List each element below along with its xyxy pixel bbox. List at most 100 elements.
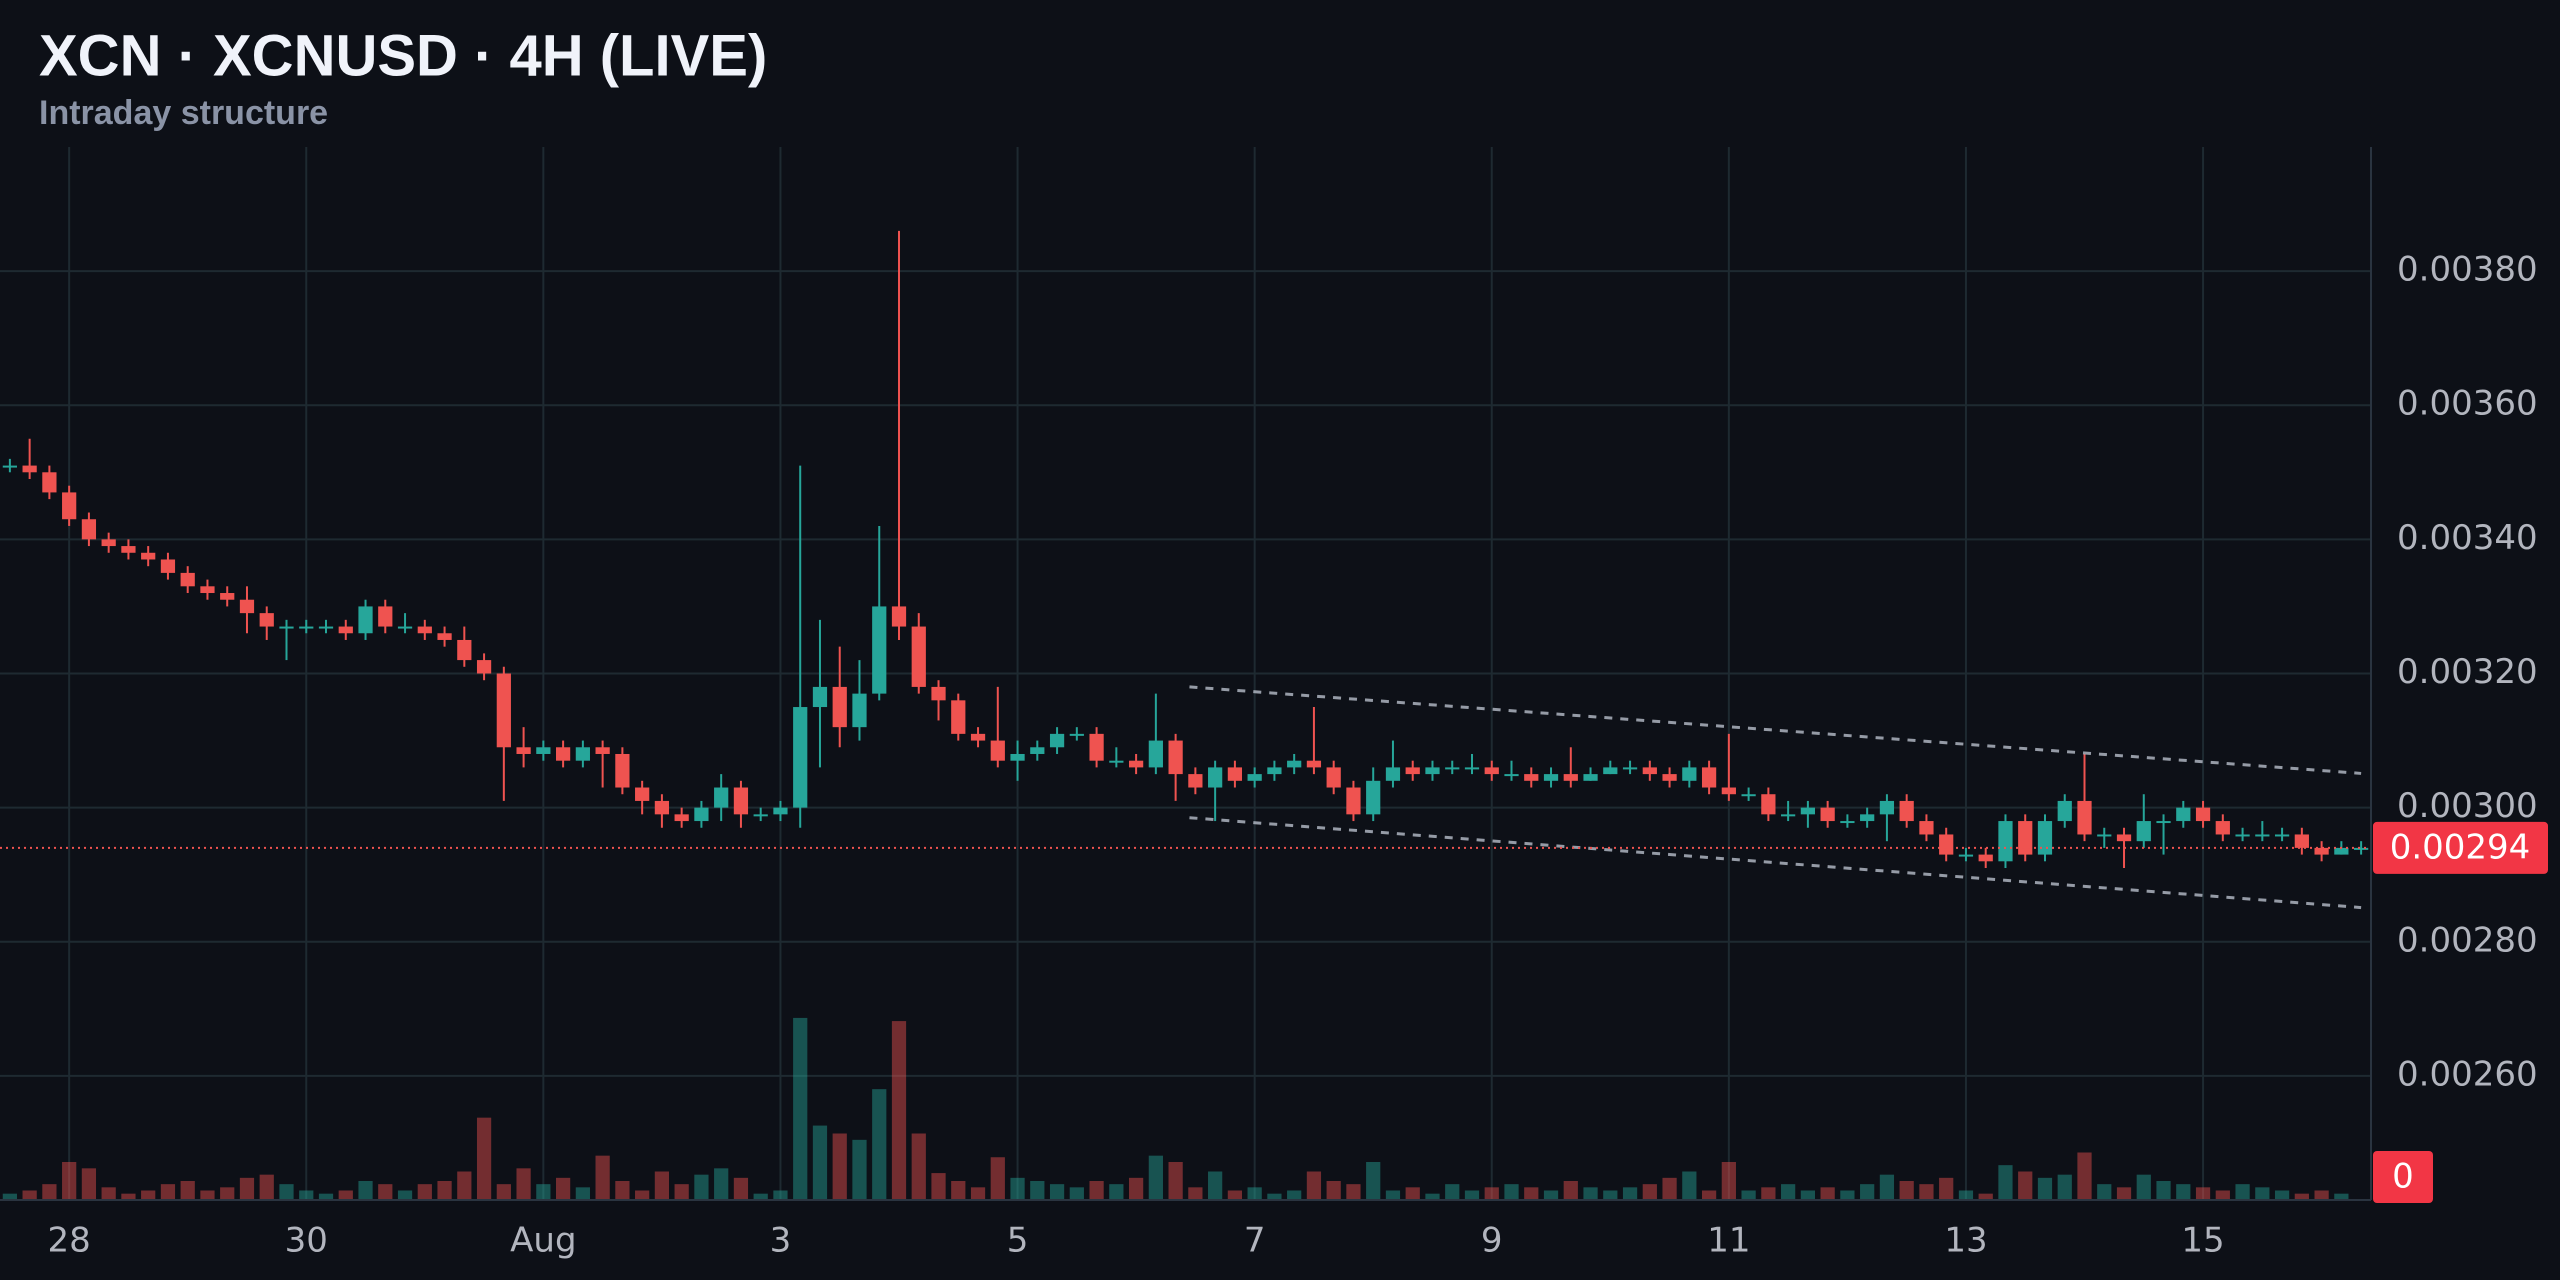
candle-body xyxy=(891,606,907,627)
x-tick-label: 28 xyxy=(48,1221,91,1261)
volume-bar xyxy=(397,1190,413,1200)
candle-body xyxy=(1484,767,1499,775)
candle-body xyxy=(1919,821,1934,835)
candle-body xyxy=(496,673,511,748)
candle-body xyxy=(1741,794,1756,797)
candle-body xyxy=(1168,740,1183,775)
volume-bar xyxy=(575,1187,590,1200)
volume-bar xyxy=(1089,1181,1104,1200)
x-tick-label: 7 xyxy=(1244,1221,1266,1261)
candle-body xyxy=(1721,787,1736,795)
volume-bar xyxy=(1464,1190,1480,1200)
candle-body xyxy=(1642,767,1657,775)
candle-body xyxy=(2176,807,2191,822)
last-price-box xyxy=(2373,821,2548,874)
volume-bar xyxy=(1622,1187,1638,1200)
volume-bar xyxy=(990,1157,1005,1200)
y-tick-label: 0.00320 xyxy=(2397,652,2538,692)
volume-bar xyxy=(200,1190,215,1200)
candle-body xyxy=(615,753,630,788)
volume-bar xyxy=(318,1193,334,1200)
volume-bar xyxy=(42,1184,57,1200)
candle-body xyxy=(62,492,77,520)
volume-bar xyxy=(832,1133,847,1200)
candle-body xyxy=(1326,767,1341,788)
candle-body xyxy=(220,593,235,600)
volume-bar xyxy=(1978,1193,1993,1200)
volume-bar xyxy=(1820,1187,1835,1200)
candle-body xyxy=(1267,767,1282,775)
volume-bar xyxy=(2097,1184,2112,1200)
volume-bar xyxy=(457,1171,472,1200)
y-tick-label: 0.00260 xyxy=(2397,1054,2538,1094)
x-tick-label: 13 xyxy=(1944,1221,1987,1261)
candle-body xyxy=(951,700,966,734)
candle-body xyxy=(259,613,274,627)
volume-bar xyxy=(22,1190,37,1200)
candle-body xyxy=(1346,787,1361,815)
candle-body xyxy=(1030,747,1045,754)
candle-body xyxy=(793,707,808,808)
volume-bar xyxy=(1761,1187,1776,1200)
y-tick-label: 0.00300 xyxy=(2397,786,2538,826)
volume-bar xyxy=(714,1168,729,1200)
candle-body xyxy=(1583,774,1598,781)
volume-bar xyxy=(1524,1187,1539,1200)
volume-bar xyxy=(1860,1184,1875,1200)
volume-bar xyxy=(635,1190,650,1200)
candle-body xyxy=(2018,821,2033,855)
volume-bar xyxy=(2037,1177,2053,1200)
volume-bar xyxy=(2018,1171,2033,1200)
volume-bar xyxy=(2255,1187,2270,1200)
candle-body xyxy=(1879,800,1895,815)
candle-body xyxy=(180,572,195,587)
candle-body xyxy=(1820,807,1835,822)
candle-body xyxy=(1405,767,1420,775)
volume-bar xyxy=(1919,1184,1934,1200)
x-tick-label: 9 xyxy=(1481,1221,1503,1261)
x-tick-label: 30 xyxy=(285,1221,328,1261)
volume-bar xyxy=(1148,1155,1163,1200)
candle-body xyxy=(2255,834,2270,837)
candle-body xyxy=(1958,854,1974,857)
volume-bar xyxy=(2116,1187,2132,1200)
volume-bar xyxy=(81,1168,97,1200)
candle-body xyxy=(1069,733,1084,736)
volume-bar xyxy=(516,1168,531,1200)
candle-body xyxy=(1899,800,1914,822)
volume-bar xyxy=(1583,1187,1598,1200)
x-tick-label: 3 xyxy=(770,1221,792,1261)
candle-body xyxy=(536,747,551,754)
candle-body xyxy=(1978,854,1993,862)
candle-body xyxy=(635,787,650,801)
volume-bar xyxy=(121,1193,136,1200)
candle-body xyxy=(22,465,37,473)
volume-bar xyxy=(911,1133,926,1200)
volume-bar xyxy=(1939,1177,1954,1200)
candle-body xyxy=(674,814,689,822)
candle-body xyxy=(812,686,828,708)
volume-bar xyxy=(1682,1171,1697,1200)
volume-bar xyxy=(1899,1181,1914,1200)
y-tick-label: 0.00380 xyxy=(2397,250,2538,290)
volume-bar xyxy=(1168,1162,1183,1200)
volume-bar xyxy=(2294,1193,2309,1200)
volume-bar xyxy=(437,1181,452,1200)
candle-body xyxy=(753,814,768,817)
volume-bar xyxy=(2235,1184,2250,1200)
volume-label: 0 xyxy=(2392,1157,2414,1197)
candle-body xyxy=(1385,767,1401,781)
candle-body xyxy=(1366,780,1381,815)
volume-bar xyxy=(1405,1187,1420,1200)
volume-bar xyxy=(654,1171,670,1200)
volume-bar xyxy=(2,1193,17,1200)
volume-bar xyxy=(812,1125,828,1200)
x-tick-label: 11 xyxy=(1707,1221,1750,1261)
volume-bar xyxy=(694,1174,709,1200)
volume-bar xyxy=(1445,1184,1460,1200)
volume-bar xyxy=(160,1184,176,1200)
volume-bar xyxy=(1741,1190,1756,1200)
volume-bar xyxy=(2274,1190,2290,1200)
volume-bar xyxy=(2136,1174,2151,1200)
